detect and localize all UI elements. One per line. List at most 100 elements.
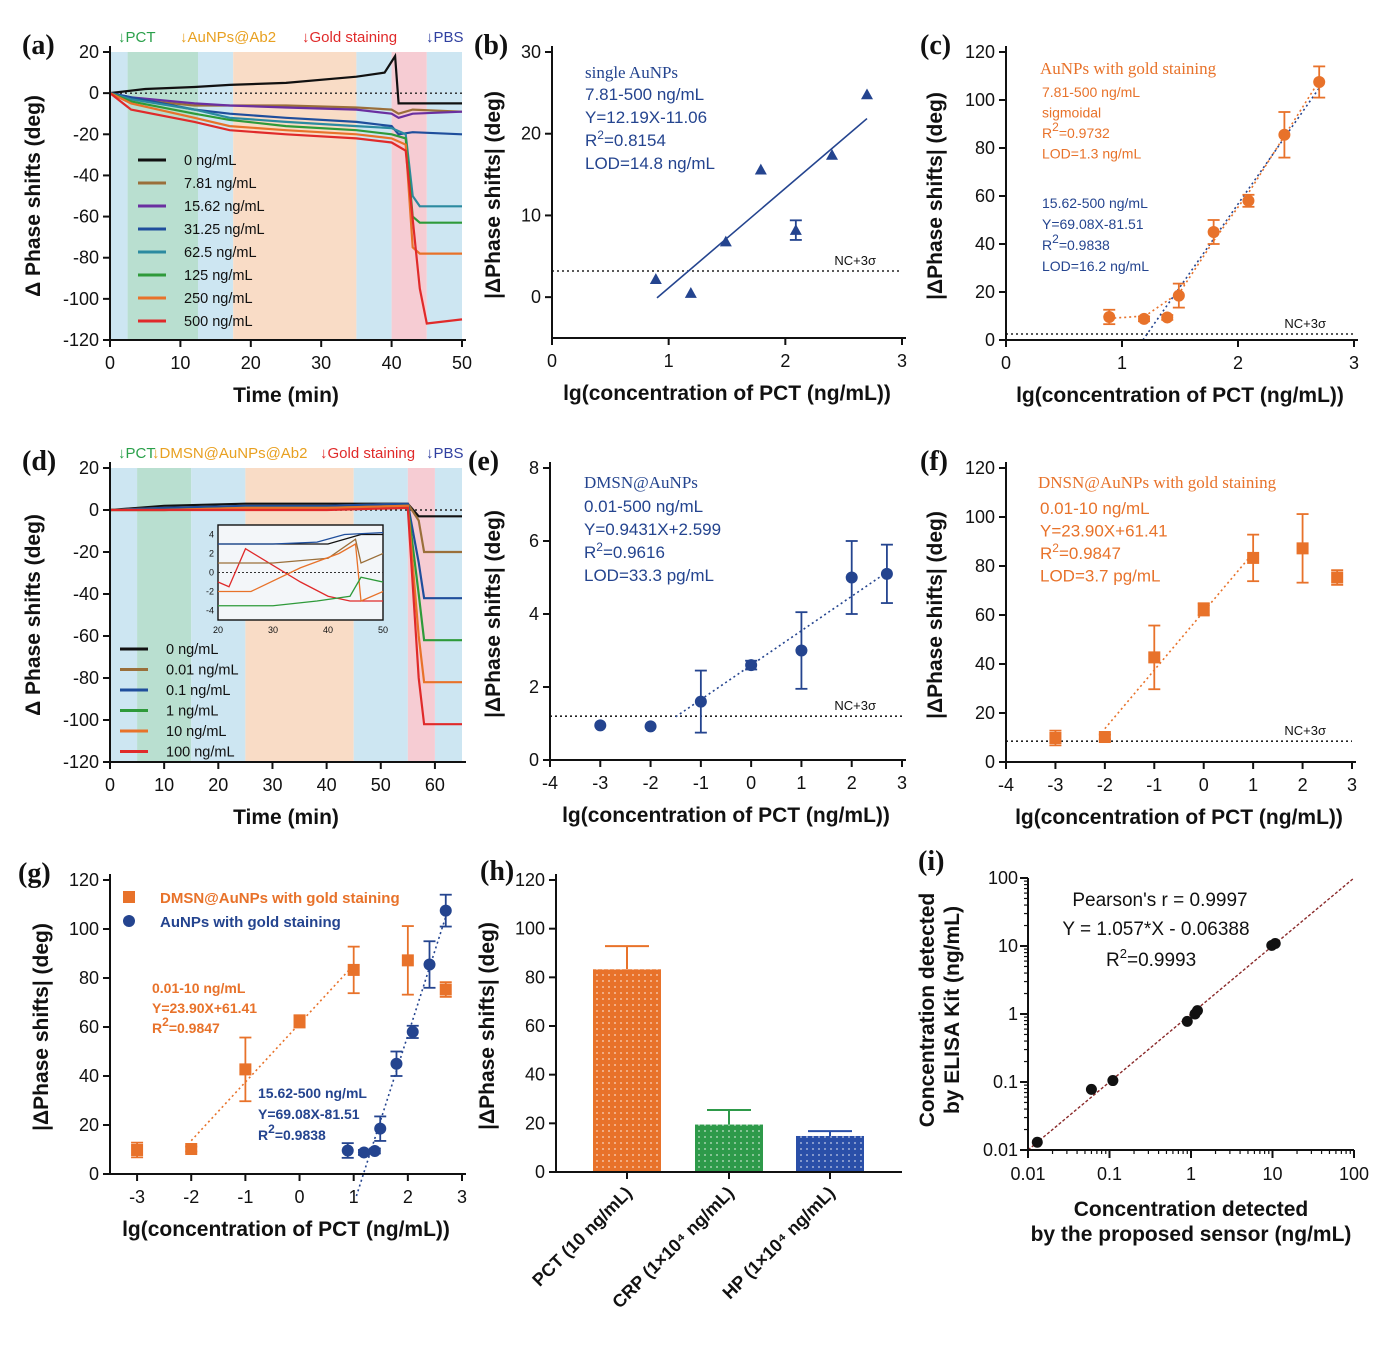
- nc-label: NC+3σ: [1284, 316, 1326, 331]
- x-tick-label: -1: [1146, 775, 1162, 795]
- x-tick-label: 60: [425, 775, 445, 795]
- y-tick-label: 20: [521, 124, 541, 144]
- x-tick-label: 30: [311, 353, 331, 373]
- data-point: [1098, 731, 1111, 744]
- x-tick-label: 2: [1233, 353, 1243, 373]
- panel-letter: (b): [474, 30, 508, 61]
- x-tick-label: 3: [897, 351, 907, 371]
- annotation-part: =0.9847: [169, 1020, 220, 1036]
- x-tick-label: HP (1×10⁴ ng/mL): [719, 1183, 839, 1303]
- chart-title: AuNPs with gold staining: [1040, 59, 1217, 78]
- x-tick-label: 0: [547, 351, 557, 371]
- data-point: [594, 719, 607, 732]
- nc-label: NC+3σ: [834, 253, 876, 268]
- x-tick-label: 2: [403, 1187, 413, 1207]
- y-axis-label: by ELISA Kit (ng/mL): [941, 906, 964, 1114]
- y-tick-label: 6: [529, 531, 539, 551]
- series-line: [109, 92, 462, 208]
- annotation: 7.81-500 ng/mL: [1042, 84, 1140, 100]
- x-tick-label: 0: [105, 775, 115, 795]
- inset-y-tick-label: 4: [209, 530, 214, 540]
- legend-label: 10 ng/mL: [166, 724, 226, 740]
- data-point: [1103, 310, 1116, 323]
- x-tick-label: 0: [105, 353, 115, 373]
- annotation-part: =0.9993: [1127, 950, 1196, 971]
- x-tick-label: -1: [693, 773, 709, 793]
- annotation: R2=0.9993: [1106, 946, 1196, 971]
- superscript: 2: [162, 1015, 169, 1029]
- y-tick-label: 20: [79, 458, 99, 478]
- inset-x-tick-label: 30: [268, 625, 278, 635]
- annotation-part: R: [1042, 237, 1052, 253]
- y-tick-label: 120: [965, 42, 995, 62]
- data-point: [694, 695, 707, 708]
- x-axis-label: Concentration detected: [1074, 1198, 1309, 1221]
- annotation: 0.01-10 ng/mL: [1040, 499, 1150, 518]
- stage-label: ↓DMSN@AuNPs@Ab2: [152, 445, 308, 462]
- inset-x-tick-label: 50: [378, 625, 388, 635]
- data-point: [754, 163, 767, 175]
- x-tick-label: -2: [643, 773, 659, 793]
- data-point: [1331, 571, 1344, 584]
- annotation: LOD=1.3 ng/mL: [1042, 146, 1141, 162]
- x-tick-label: 30: [262, 775, 282, 795]
- x-tick-label: 0: [295, 1187, 305, 1207]
- panel-letter: (c): [920, 30, 951, 61]
- x-tick-label: 0.01: [1010, 1164, 1045, 1184]
- x-tick-label: 1: [796, 773, 806, 793]
- chart-title: single AuNPs: [585, 63, 678, 82]
- annotation: R2=0.9616: [584, 540, 665, 562]
- panel-d: 0 10 20 30 40 50 60200-20-40-60-80-100-120Time…: [22, 445, 466, 829]
- x-tick-label: 50: [371, 775, 391, 795]
- stage-label: ↓AuNPs@Ab2: [180, 29, 276, 46]
- annotation-part: R: [585, 131, 597, 150]
- data-point: [341, 1144, 354, 1157]
- y-tick-label: -120: [63, 330, 99, 350]
- stage-band: [434, 468, 462, 762]
- x-tick-label: 3: [1349, 353, 1359, 373]
- x-tick-label: 40: [317, 775, 337, 795]
- series-line: [109, 92, 463, 325]
- legend-label: 1 ng/mL: [166, 704, 218, 720]
- data-point: [1161, 311, 1174, 324]
- x-tick-label: 0.1: [1097, 1164, 1122, 1184]
- x-tick-label: 2: [780, 351, 790, 371]
- inset-line: [218, 538, 384, 564]
- data-point: [1197, 603, 1210, 616]
- y-axis-label: |ΔPhase shifts| (deg): [482, 91, 505, 299]
- chart-title: DMSN@AuNPs: [584, 473, 698, 492]
- y-tick-label: 0: [985, 330, 995, 350]
- stage-label: ↓PBS: [426, 29, 464, 46]
- data-point: [684, 287, 697, 298]
- y-tick-label: 120: [515, 870, 545, 890]
- y-tick-label: 20: [79, 42, 99, 62]
- data-point: [374, 1122, 387, 1135]
- y-tick-label: 0: [529, 750, 539, 770]
- stage-label: ↓PCT: [118, 29, 156, 46]
- data-point: [239, 1063, 252, 1076]
- panel-letter: (d): [22, 446, 56, 477]
- y-tick-label: 100: [515, 919, 545, 939]
- annotation: Y=23.90X+61.41: [152, 1000, 257, 1016]
- annotation-part: R: [1042, 125, 1052, 141]
- y-tick-label: -40: [73, 165, 99, 185]
- panel-letter: (h): [480, 856, 514, 887]
- fit-line: [355, 916, 447, 1197]
- x-tick-label: -3: [129, 1187, 145, 1207]
- data-point: [1247, 551, 1260, 564]
- annotation-part: R: [584, 543, 596, 562]
- inset-line: [218, 576, 384, 607]
- y-tick-label: 2: [529, 677, 539, 697]
- y-tick-label: 20: [975, 703, 995, 723]
- series-line: [109, 92, 463, 119]
- data-point: [1049, 731, 1062, 744]
- series-line: [109, 502, 462, 600]
- y-tick-label: 40: [525, 1065, 545, 1085]
- x-axis-label: lg(concentration of PCT (ng/mL)): [1016, 384, 1344, 407]
- y-tick-label: 0: [985, 752, 995, 772]
- x-tick-label: PCT (10 ng/mL): [528, 1183, 635, 1290]
- data-point: [1172, 289, 1185, 302]
- superscript: 2: [1052, 120, 1059, 134]
- annotation: R2=0.9838: [258, 1122, 326, 1143]
